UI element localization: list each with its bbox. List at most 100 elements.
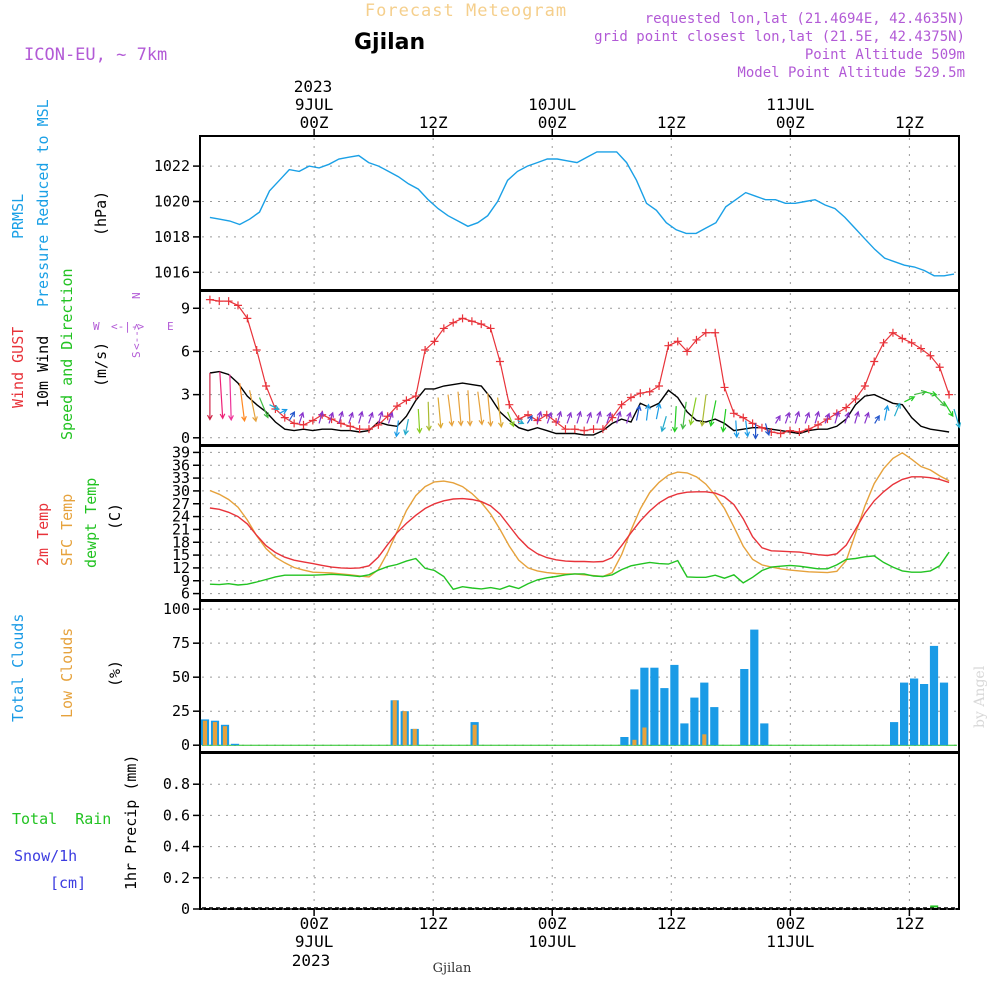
wind-arrow: [914, 389, 928, 396]
pressure-panel: 1016 1018 1020 1022 PRMSL Pressure Reduced …: [9, 99, 960, 307]
ytick-label: 0.6: [163, 806, 190, 824]
wind-arrow: [708, 400, 717, 428]
clouds-yaxis: 0 25 50 75 100: [163, 600, 200, 754]
gust-label: Wind GUST: [9, 327, 27, 408]
compass-vertical: <-->: [130, 323, 143, 350]
total-cloud-bar: [760, 723, 769, 746]
pressure-label-2: Pressure Reduced to MSL: [34, 99, 52, 307]
gust-marker: [786, 426, 795, 435]
top-tick-label: 00Z: [776, 113, 805, 132]
wind-arrow: [298, 411, 305, 424]
total-cloud-bar: [650, 667, 659, 746]
direction-label: Speed and Direction: [58, 268, 76, 440]
gust-marker: [692, 335, 701, 344]
gust-marker: [262, 381, 271, 390]
wind-arrow: [953, 408, 962, 429]
station-title: Gjilan: [354, 30, 425, 55]
gust-marker: [860, 381, 869, 390]
wind-arrow: [671, 406, 678, 433]
wind-arrow: [416, 408, 423, 434]
wind-arrow: [358, 410, 364, 424]
low-cloud-bar: [402, 711, 407, 746]
ytick-label: 27: [172, 495, 190, 513]
wind-arrow: [249, 390, 258, 423]
top-date-label: 10JUL: [528, 95, 576, 114]
gust-marker: [280, 413, 289, 422]
ytick-label: 39: [172, 443, 190, 461]
gust-marker: [804, 425, 813, 434]
top-date-label: 9JUL: [295, 95, 334, 114]
gust-marker: [935, 363, 944, 372]
dewpt-label: dewpt Temp: [82, 478, 100, 568]
gust-marker: [711, 328, 720, 337]
compass-arrows: <-|->: [111, 320, 144, 333]
requested-point: requested lon,lat (21.4694E, 42.4635N): [645, 11, 965, 27]
gust-marker: [355, 425, 364, 434]
wind-speed-line: [209, 370, 950, 436]
model-altitude: Model Point Altitude 529.5m: [737, 65, 965, 81]
wind-arrow: [893, 402, 901, 417]
snow-unit-label: [cm]: [50, 874, 86, 892]
wind-arrow: [943, 401, 954, 418]
gust-marker: [449, 318, 458, 327]
gust-marker: [888, 328, 897, 337]
total-cloud-bar: [620, 737, 629, 746]
total-cloud-bar: [939, 682, 949, 746]
sfc-label: SFC Temp: [58, 494, 76, 566]
gust-marker: [393, 402, 402, 411]
total-cloud-bar: [700, 682, 709, 746]
gust-marker: [814, 420, 823, 429]
wind-arrow: [536, 410, 543, 424]
wind-arrow: [874, 414, 880, 424]
low-cloud-bar: [632, 739, 637, 746]
ytick-label: 1016: [154, 263, 190, 281]
gust-marker: [243, 314, 252, 323]
wind-arrow: [318, 410, 325, 424]
bottom-date-label: 9JUL: [295, 932, 334, 951]
total-cloud-bar: [710, 707, 719, 746]
gust-marker: [729, 409, 738, 418]
ytick-label: 15: [172, 546, 190, 564]
wind-arrow: [403, 418, 409, 436]
gust-marker: [655, 381, 664, 390]
wind-arrow: [206, 373, 213, 421]
signature: by Angel: [972, 665, 988, 728]
wind-arrow: [596, 410, 602, 424]
pressure-yaxis: 1016 1018 1020 1022: [154, 157, 200, 281]
wind-arrow: [394, 420, 400, 438]
total-cloud-bar: [230, 743, 240, 746]
gust-marker: [664, 341, 673, 350]
top-tick-label: 12Z: [657, 113, 686, 132]
grid-point: grid point closest lon,lat (21.5E, 42.43…: [594, 29, 965, 45]
gust-marker: [795, 428, 804, 437]
wind-arrow: [447, 394, 455, 427]
total-cloud-bar: [910, 678, 919, 746]
ytick-label: 6: [181, 585, 190, 603]
ytick-label: 12: [172, 559, 190, 577]
low-cloud-bar: [412, 728, 417, 746]
wind-arrow: [933, 394, 946, 407]
gust-marker: [486, 324, 495, 333]
model-label: ICON-EU, ~ 7km: [24, 45, 167, 65]
gust-marker: [842, 403, 851, 412]
temperature-grid: [202, 448, 957, 598]
wind-arrow: [576, 410, 583, 424]
gust-marker: [851, 394, 860, 403]
pressure-line: [209, 151, 955, 277]
top-tick-label: 12Z: [419, 113, 448, 132]
gust-marker: [907, 338, 916, 347]
gust-marker: [505, 400, 514, 409]
wind-arrow: [546, 411, 553, 424]
total-cloud-bar: [740, 669, 749, 746]
compass-s: S: [130, 351, 143, 358]
gust-marker: [205, 295, 214, 304]
wind-arrow: [437, 397, 444, 429]
wind-arrow: [507, 411, 515, 428]
wind-arrow: [824, 412, 831, 424]
gust-marker: [598, 425, 607, 434]
top-tick-label: 12Z: [895, 113, 924, 132]
bottom-tick-label: 12Z: [657, 914, 686, 933]
gust-marker: [430, 337, 439, 346]
precip-yaxis: 0 0.2 0.4 0.6 0.8: [163, 775, 200, 918]
ytick-label: 21: [172, 520, 190, 538]
